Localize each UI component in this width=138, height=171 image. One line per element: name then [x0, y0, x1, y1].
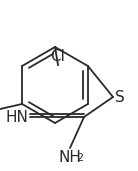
Text: 2: 2 [76, 153, 84, 163]
Text: HN: HN [5, 109, 28, 124]
Text: S: S [115, 89, 125, 104]
Text: Cl: Cl [51, 49, 65, 64]
Text: NH: NH [59, 150, 81, 165]
